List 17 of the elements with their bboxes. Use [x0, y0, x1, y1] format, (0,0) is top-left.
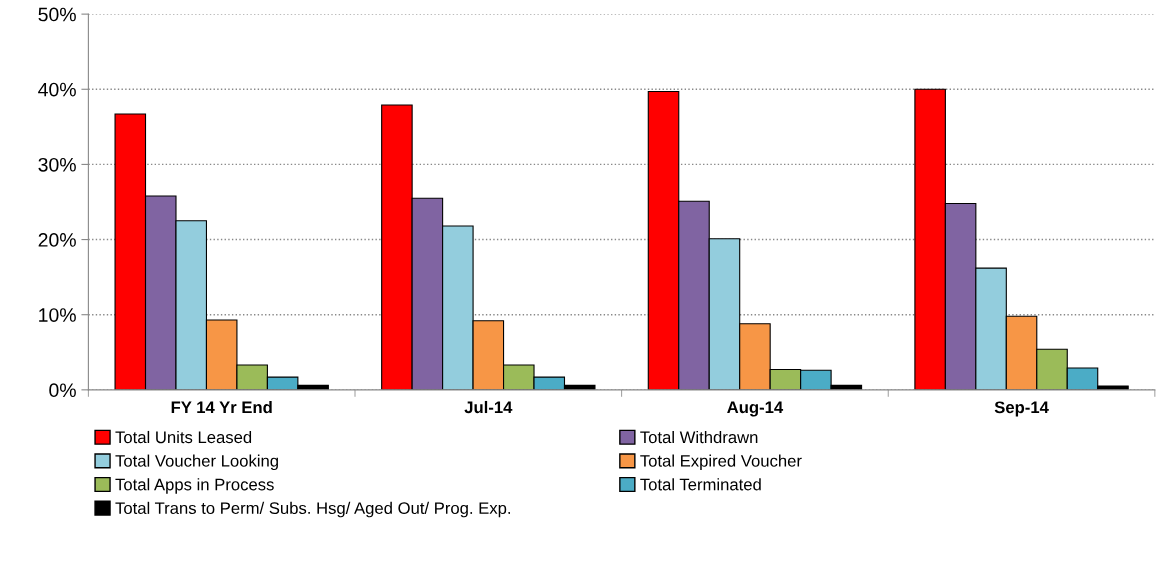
y-tick-label: 0%	[49, 383, 76, 398]
y-tick-label: 20%	[38, 233, 76, 247]
legend-label: Total Apps in Process	[115, 478, 274, 494]
x-tick-label: Aug-14	[727, 401, 784, 417]
legend-label: Total Terminated	[640, 478, 761, 491]
legend-label: Total Trans to Perm/ Subs. Hsg/ Aged Out/ Prog. Exp.	[115, 501, 511, 518]
y-tick-label: 30%	[38, 157, 76, 172]
legend-label: Total Voucher Looking	[115, 454, 278, 471]
legend-label: Total Withdrawn	[640, 430, 758, 444]
legend-label: Total Units Leased	[115, 430, 252, 444]
x-tick-label: FY 14 Yr End	[171, 400, 272, 414]
x-tick-label: Jul-14	[464, 400, 513, 414]
x-tick-label: Sep-14	[994, 401, 1049, 417]
y-tick-label: 10%	[39, 308, 76, 322]
y-tick-label: 50%	[38, 7, 76, 22]
y-tick-label: 40%	[38, 82, 76, 97]
legend-label: Total Expired Voucher	[640, 454, 802, 471]
